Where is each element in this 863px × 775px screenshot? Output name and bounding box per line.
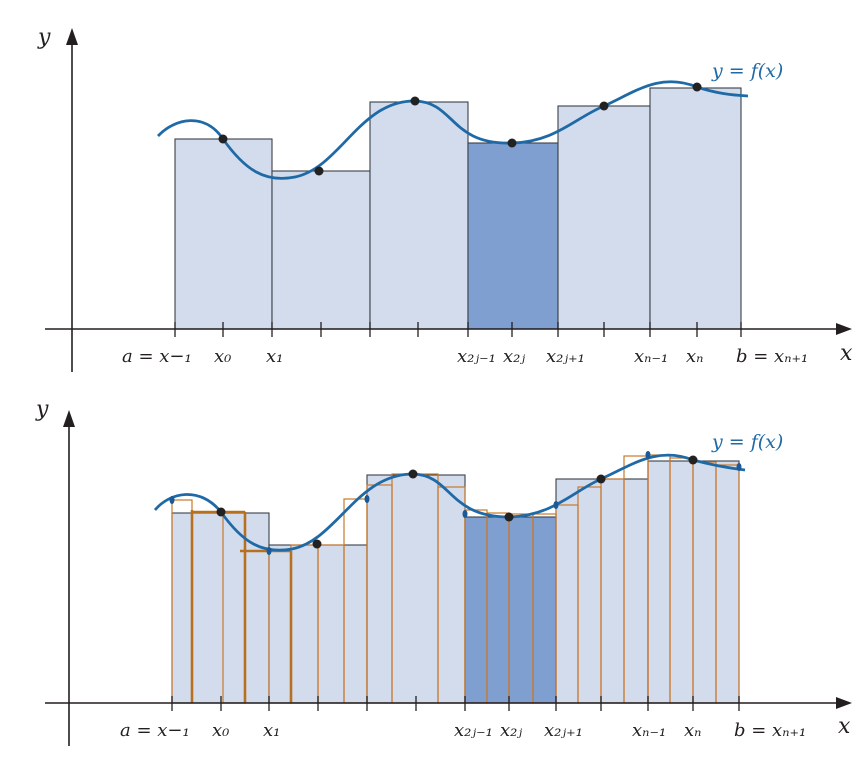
x-tick-label: x₂ⱼ₊₁ bbox=[546, 346, 585, 367]
x-tick-label: x₀ bbox=[212, 720, 229, 741]
riemann-rectangles bbox=[171, 460, 740, 704]
sample-points bbox=[216, 455, 698, 549]
rectangle bbox=[171, 512, 270, 704]
rectangle bbox=[271, 170, 371, 330]
y-axis-arrow bbox=[63, 410, 75, 427]
sample-point bbox=[312, 539, 322, 549]
curve-label: y = f(x) bbox=[711, 431, 783, 453]
boundary-point bbox=[645, 451, 651, 459]
y-axis-label: y bbox=[37, 25, 51, 50]
sample-point bbox=[507, 138, 517, 148]
riemann-rectangles bbox=[174, 87, 742, 330]
boundary-points bbox=[169, 451, 742, 555]
sample-point bbox=[314, 166, 324, 176]
y-axis-label: y bbox=[35, 397, 49, 422]
sample-points bbox=[218, 82, 702, 176]
x-axis-arrow bbox=[836, 697, 852, 709]
function-curve bbox=[153, 453, 746, 552]
sample-point bbox=[408, 469, 418, 479]
curve-label: y = f(x) bbox=[711, 60, 783, 82]
x-tick-label: x₁ bbox=[263, 720, 280, 741]
rectangle bbox=[174, 138, 273, 330]
boundary-point bbox=[364, 495, 370, 503]
x-tick-label: xₙ₋₁ bbox=[632, 720, 666, 741]
x-ticks bbox=[171, 696, 740, 711]
x-tick-label: x₂ⱼ bbox=[500, 720, 522, 741]
x-tick-label: x₂ⱼ₋₁ bbox=[457, 346, 496, 367]
x-ticks bbox=[174, 322, 742, 337]
boundary-point bbox=[266, 547, 272, 555]
highlighted-rectangle bbox=[464, 516, 557, 704]
sample-point bbox=[410, 96, 420, 106]
x-tick-label: xₙ bbox=[684, 720, 701, 741]
sample-point bbox=[504, 512, 514, 522]
sample-point bbox=[599, 101, 609, 111]
x-axis-label: x bbox=[840, 341, 853, 366]
x-tick-label: xₙ bbox=[686, 346, 703, 367]
x-tick-label: x₂ⱼ bbox=[503, 346, 525, 367]
boundary-point bbox=[553, 501, 559, 509]
sample-point bbox=[688, 455, 698, 465]
function-curve bbox=[156, 80, 749, 180]
sample-point bbox=[216, 507, 226, 517]
x-tick-label: a = x−₁ bbox=[120, 720, 190, 741]
x-tick-label: b = xₙ₊₁ bbox=[734, 720, 806, 741]
sample-point bbox=[692, 82, 702, 92]
x-tick-label: x₂ⱼ₋₁ bbox=[454, 720, 493, 741]
midpoint-riemann-diagram: y x y = f(x) a = x−₁ x₀ x₁ x₂ⱼ₋₁ x₂ⱼ x₂ⱼ… bbox=[37, 25, 853, 372]
boundary-point bbox=[169, 496, 175, 504]
x-tick-label: b = xₙ₊₁ bbox=[736, 346, 808, 367]
rectangle bbox=[649, 87, 742, 330]
boundary-point bbox=[736, 463, 742, 471]
x-tick-label: x₂ⱼ₊₁ bbox=[544, 720, 583, 741]
sample-point bbox=[596, 474, 606, 484]
x-tick-label: x₀ bbox=[214, 346, 231, 367]
y-axis-arrow bbox=[66, 28, 78, 45]
rectangle bbox=[557, 105, 651, 330]
rectangle bbox=[555, 478, 649, 704]
x-tick-label: xₙ₋₁ bbox=[634, 346, 668, 367]
rectangle bbox=[366, 474, 466, 704]
x-tick-label: x₁ bbox=[266, 346, 283, 367]
highlighted-rectangle bbox=[467, 142, 559, 330]
x-axis-arrow bbox=[836, 323, 852, 335]
x-axis-label: x bbox=[838, 714, 851, 739]
x-tick-label: a = x−₁ bbox=[122, 346, 192, 367]
rectangle bbox=[369, 101, 469, 330]
boundary-point bbox=[462, 510, 468, 518]
sample-point bbox=[218, 134, 228, 144]
refined-riemann-diagram: y x y = f(x) a = x−₁ x₀ x₁ x₂ⱼ₋₁ x₂ⱼ x₂ⱼ… bbox=[35, 397, 852, 746]
